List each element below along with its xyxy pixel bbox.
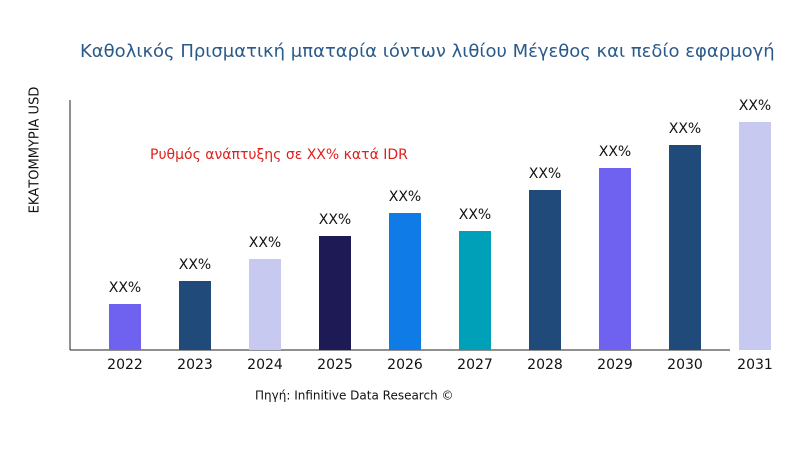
x-tick-label: 2024	[247, 357, 283, 373]
x-tick-label: 2029	[597, 357, 633, 373]
value-label: XX%	[249, 235, 281, 251]
value-label: XX%	[319, 212, 351, 228]
x-tick-label: 2030	[667, 357, 703, 373]
y-axis-label: ΕΚΑΤΟΜΜΥΡΙΑ USD	[28, 87, 43, 214]
bar	[389, 213, 421, 350]
value-label: XX%	[389, 189, 421, 205]
value-label: XX%	[179, 257, 211, 273]
value-label: XX%	[599, 144, 631, 160]
x-tick-label: 2027	[457, 357, 493, 373]
bar	[319, 236, 351, 350]
x-tick-label: 2025	[317, 357, 353, 373]
source: Πηγή: Infinitive Data Research ©	[255, 389, 454, 403]
value-label: XX%	[529, 166, 561, 182]
annotation: Ρυθμός ανάπτυξης σε XX% κατά IDR	[150, 147, 408, 163]
bar	[669, 145, 701, 350]
bar	[249, 259, 281, 350]
bar	[459, 231, 491, 350]
x-tick-label: 2026	[387, 357, 423, 373]
chart-title: Καθολικός Πρισματική μπαταρία ιόντων λιθ…	[80, 41, 775, 62]
bar	[599, 168, 631, 350]
value-label: XX%	[109, 280, 141, 296]
x-tick-label: 2028	[527, 357, 563, 373]
x-tick-label: 2023	[177, 357, 213, 373]
bar	[529, 190, 561, 350]
value-label: XX%	[459, 207, 491, 223]
bar	[109, 304, 141, 350]
bar	[739, 122, 771, 350]
x-tick-label: 2022	[107, 357, 143, 373]
x-tick-label: 2031	[737, 357, 773, 373]
value-label: XX%	[739, 98, 771, 114]
bar	[179, 281, 211, 350]
value-label: XX%	[669, 121, 701, 137]
